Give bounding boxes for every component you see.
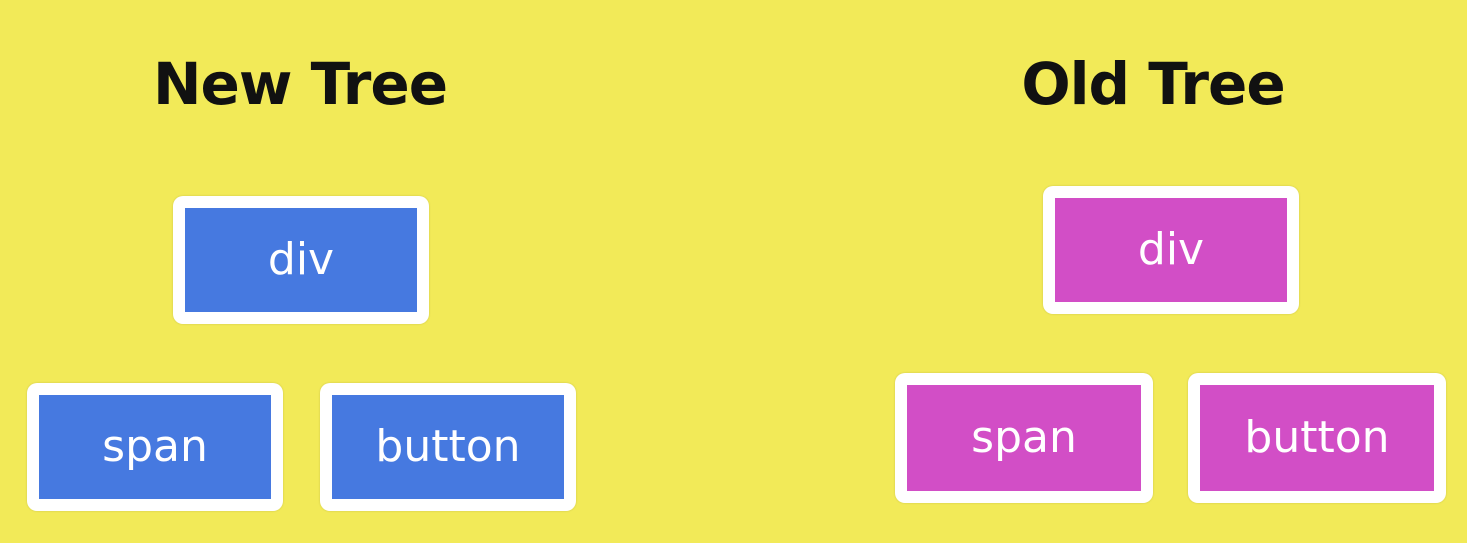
new-tree-child-node-button: button [320,383,576,511]
new-tree-child-label-button: button [375,421,521,472]
old-tree-child-node-span: span [895,373,1153,503]
new-tree-title: New Tree [152,50,448,118]
old-tree-root-label: div [1137,224,1205,275]
old-tree-child-label-span: span [971,412,1077,463]
old-tree-child-node-button: button [1188,373,1446,503]
old-tree-child-label-button: button [1244,412,1390,463]
old-tree-root-node: div [1043,186,1299,314]
new-tree-child-label-span: span [102,421,208,472]
new-tree-root-node: div [173,196,429,324]
old-tree-title: Old Tree [1021,50,1285,118]
new-tree-child-node-span: span [27,383,283,511]
new-tree-root-label: div [267,234,335,285]
